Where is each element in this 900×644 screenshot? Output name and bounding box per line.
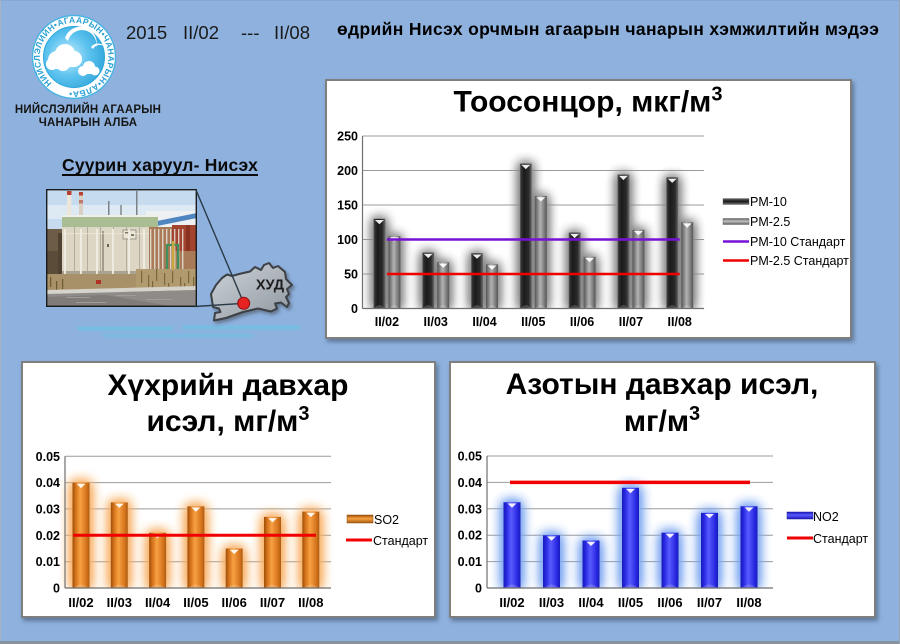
svg-text:0.04: 0.04	[458, 476, 482, 490]
svg-text:PM-2.5: PM-2.5	[750, 215, 790, 229]
svg-text:мг/м3: мг/м3	[624, 403, 700, 438]
svg-text:PM-10: PM-10	[750, 195, 787, 209]
svg-text:50: 50	[344, 268, 358, 282]
svg-text:II/03: II/03	[539, 595, 564, 610]
svg-text:II/08: II/08	[668, 315, 692, 329]
svg-text:0.05: 0.05	[458, 450, 482, 464]
svg-text:II/08: II/08	[736, 595, 761, 610]
svg-text:II/05: II/05	[183, 595, 208, 610]
svg-text:SO2: SO2	[374, 513, 399, 527]
svg-text:II/03: II/03	[107, 595, 132, 610]
svg-text:Тоосонцор, мкг/м3: Тоосонцор, мкг/м3	[454, 84, 723, 119]
svg-text:II/04: II/04	[145, 595, 171, 610]
svg-text:0.05: 0.05	[36, 450, 60, 464]
svg-text:II/02: II/02	[68, 595, 93, 610]
svg-text:0: 0	[475, 582, 482, 596]
svg-text:II/04: II/04	[578, 595, 604, 610]
svg-text:II/08: II/08	[298, 595, 323, 610]
svg-text:II/04: II/04	[472, 315, 496, 329]
svg-text:0.02: 0.02	[458, 529, 482, 543]
svg-text:0.01: 0.01	[458, 555, 482, 569]
svg-text:II/05: II/05	[521, 315, 545, 329]
svg-text:II/07: II/07	[260, 595, 285, 610]
svg-text:0.03: 0.03	[458, 502, 482, 516]
svg-text:Стандарт: Стандарт	[373, 534, 428, 548]
svg-text:PM-2.5 Стандарт: PM-2.5 Стандарт	[750, 254, 849, 268]
svg-text:II/06: II/06	[570, 315, 594, 329]
svg-text:Хүхрийн давхар: Хүхрийн давхар	[108, 369, 349, 402]
svg-text:II/07: II/07	[619, 315, 643, 329]
svg-text:Стандарт: Стандарт	[813, 532, 868, 546]
svg-text:II/07: II/07	[697, 595, 722, 610]
svg-text:100: 100	[337, 233, 358, 247]
svg-text:Азотын давхар исэл,: Азотын давхар исэл,	[506, 368, 819, 401]
svg-text:II/02: II/02	[499, 595, 524, 610]
svg-text:200: 200	[337, 164, 358, 178]
svg-text:0: 0	[351, 302, 358, 316]
svg-text:исэл, мг/м3: исэл, мг/м3	[146, 403, 309, 438]
svg-text:II/06: II/06	[222, 595, 247, 610]
svg-text:0.02: 0.02	[36, 529, 60, 543]
svg-text:II/03: II/03	[424, 315, 448, 329]
svg-text:II/02: II/02	[375, 315, 399, 329]
svg-text:ХУД: ХУД	[256, 278, 285, 294]
svg-text:150: 150	[337, 199, 358, 213]
svg-text:II/06: II/06	[657, 595, 682, 610]
svg-text:NO2: NO2	[813, 510, 839, 524]
svg-text:PM-10 Стандарт: PM-10 Стандарт	[750, 235, 846, 249]
svg-text:0.04: 0.04	[36, 476, 60, 490]
svg-text:II/05: II/05	[618, 595, 643, 610]
svg-text:0: 0	[53, 582, 60, 596]
svg-text:250: 250	[337, 130, 358, 144]
svg-text:0.01: 0.01	[36, 555, 60, 569]
svg-text:0.03: 0.03	[36, 502, 60, 516]
